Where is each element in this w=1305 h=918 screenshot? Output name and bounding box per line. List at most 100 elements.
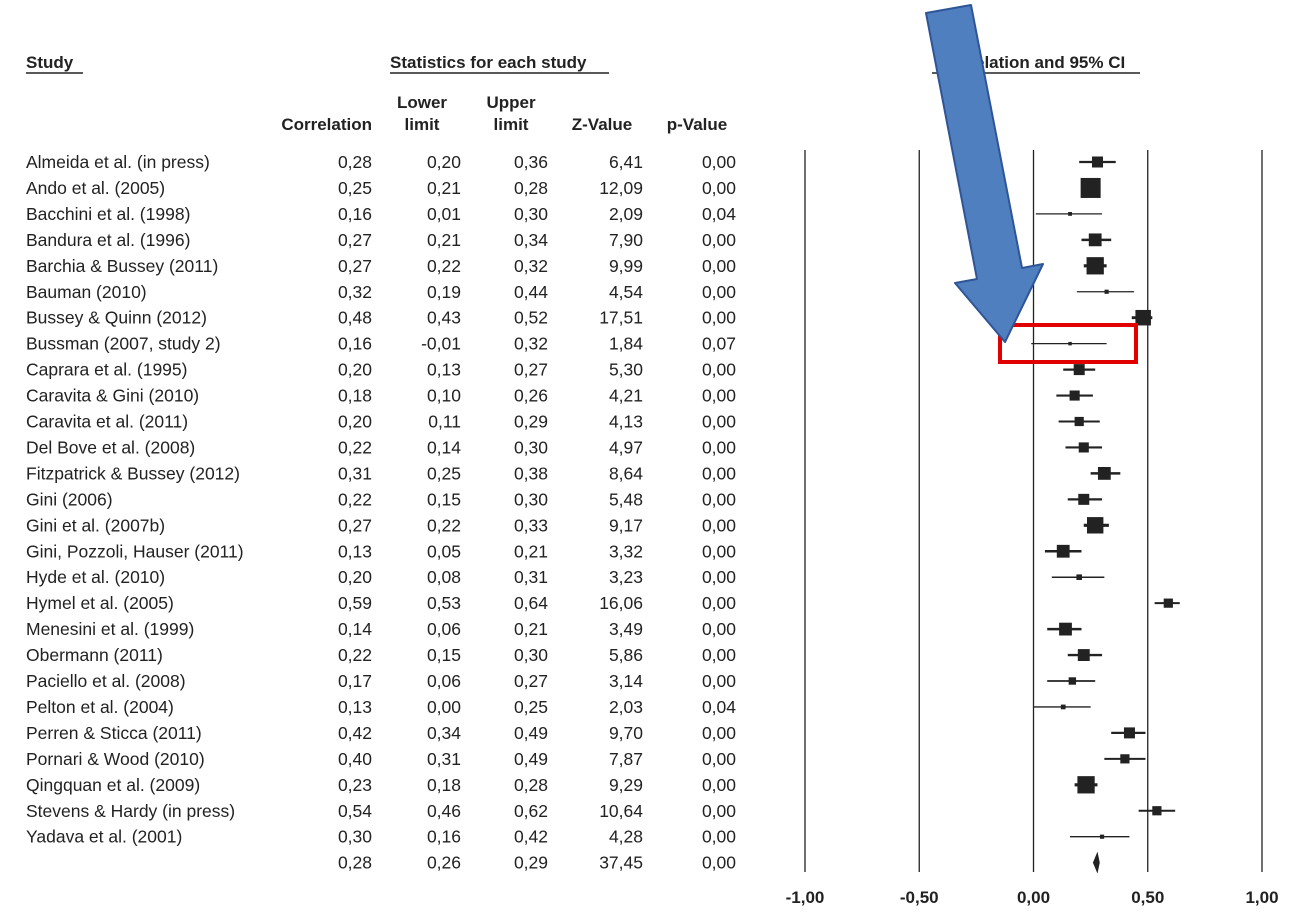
lower-limit-value: 0,00	[427, 697, 461, 717]
p-value: 0,07	[702, 334, 736, 354]
p-value: 0,00	[702, 775, 736, 795]
summary-upper-limit: 0,29	[514, 853, 548, 873]
study-name: Barchia & Bussey (2011)	[26, 256, 218, 276]
header-plot-group: elation and 95% CI	[975, 53, 1125, 72]
table-row: Gini et al. (2007b) 0,27 0,22 0,33 9,17 0,00	[26, 515, 736, 535]
summary-p-value: 0,00	[702, 853, 736, 873]
z-value: 3,23	[609, 567, 643, 587]
study-name: Caravita et al. (2011)	[26, 412, 188, 432]
table-row: Gini (2006) 0,22 0,15 0,30 5,48 0,00	[26, 489, 736, 509]
point-estimate-marker	[1077, 776, 1095, 794]
p-value: 0,00	[702, 386, 736, 406]
study-name: Stevens & Hardy (in press)	[26, 801, 235, 821]
z-value: 4,21	[609, 386, 643, 406]
correlation-value: 0,22	[338, 489, 372, 509]
table-row: Bussman (2007, study 2) 0,16 -0,01 0,32 1,84…	[26, 334, 736, 354]
summary-lower-limit: 0,26	[427, 853, 461, 873]
table-row: Stevens & Hardy (in press) 0,54 0,46 0,62 10…	[26, 801, 736, 821]
upper-limit-value: 0,49	[514, 749, 548, 769]
header-lower-line2: limit	[405, 115, 440, 134]
p-value: 0,04	[702, 697, 736, 717]
study-name: Caprara et al. (1995)	[26, 360, 187, 380]
lower-limit-value: 0,18	[427, 775, 461, 795]
x-tick-label: -1,00	[786, 888, 825, 907]
correlation-value: 0,32	[338, 282, 372, 302]
table-row: Bussey & Quinn (2012) 0,48 0,43 0,52 17,51 0,…	[26, 308, 736, 328]
point-estimate-marker	[1068, 341, 1072, 346]
upper-limit-value: 0,30	[514, 204, 548, 224]
correlation-value: 0,22	[338, 645, 372, 665]
upper-limit-value: 0,33	[514, 515, 548, 535]
summary-z-value: 37,45	[599, 853, 643, 873]
p-value: 0,00	[702, 749, 736, 769]
lower-limit-value: 0,22	[427, 256, 461, 276]
table-row: Del Bove et al. (2008) 0,22 0,14 0,30 4,97 0,…	[26, 437, 736, 457]
z-value: 16,06	[599, 593, 643, 613]
upper-limit-value: 0,36	[514, 152, 548, 172]
lower-limit-value: 0,06	[427, 619, 461, 639]
z-value: 9,70	[609, 723, 643, 743]
study-name: Qingquan et al. (2009)	[26, 775, 200, 795]
annotation-arrow-icon	[925, 4, 1044, 343]
p-value: 0,00	[702, 437, 736, 457]
upper-limit-value: 0,34	[514, 230, 548, 250]
study-name: Almeida et al. (in press)	[26, 152, 210, 172]
correlation-value: 0,17	[338, 671, 372, 691]
table-row: Pelton et al. (2004) 0,13 0,00 0,25 2,03 0,04	[26, 697, 736, 717]
z-value: 7,87	[609, 749, 643, 769]
study-name: Caravita & Gini (2010)	[26, 386, 199, 406]
p-value: 0,00	[702, 723, 736, 743]
study-name: Menesini et al. (1999)	[26, 619, 194, 639]
z-value: 9,99	[609, 256, 643, 276]
correlation-value: 0,25	[338, 178, 372, 198]
table-row: Barchia & Bussey (2011) 0,27 0,22 0,32 9,99 0…	[26, 256, 736, 276]
upper-limit-value: 0,27	[514, 671, 548, 691]
x-tick-label: 0,00	[1017, 888, 1050, 907]
lower-limit-value: 0,19	[427, 282, 461, 302]
point-estimate-marker	[1077, 649, 1090, 661]
summary-row: 0,28 0,26 0,29 37,45 0,00	[338, 853, 736, 873]
study-name: Ando et al. (2005)	[26, 178, 165, 198]
header-pvalue: p-Value	[667, 115, 727, 134]
upper-limit-value: 0,52	[514, 308, 548, 328]
z-value: 3,14	[609, 671, 643, 691]
lower-limit-value: 0,53	[427, 593, 461, 613]
table-row: Caprara et al. (1995) 0,20 0,13 0,27 5,30 0,0…	[26, 360, 736, 380]
p-value: 0,00	[702, 593, 736, 613]
correlation-value: 0,13	[338, 541, 372, 561]
table-row: Caravita & Gini (2010) 0,18 0,10 0,26 4,21 0,…	[26, 386, 736, 406]
lower-limit-value: -0,01	[421, 334, 461, 354]
lower-limit-value: 0,13	[427, 360, 461, 380]
correlation-value: 0,20	[338, 412, 372, 432]
study-name: Bussey & Quinn (2012)	[26, 308, 207, 328]
upper-limit-value: 0,49	[514, 723, 548, 743]
header-statistics-group: Statistics for each study	[390, 53, 587, 72]
correlation-value: 0,54	[338, 801, 372, 821]
upper-limit-value: 0,64	[514, 593, 548, 613]
summary-diamond	[1092, 851, 1100, 874]
point-estimate-marker	[1091, 156, 1103, 168]
study-name: Hyde et al. (2010)	[26, 567, 165, 587]
point-estimate-marker	[1069, 390, 1080, 401]
study-name: Gini et al. (2007b)	[26, 515, 165, 535]
p-value: 0,00	[702, 541, 736, 561]
p-value: 0,00	[702, 515, 736, 535]
z-value: 4,28	[609, 827, 643, 847]
point-estimate-marker	[1080, 177, 1101, 198]
point-estimate-marker	[1152, 806, 1162, 816]
correlation-value: 0,14	[338, 619, 372, 639]
point-estimate-marker	[1068, 677, 1077, 685]
study-name: Gini (2006)	[26, 489, 113, 509]
table-row: Ando et al. (2005) 0,25 0,21 0,28 12,09 0,00	[26, 178, 736, 198]
p-value: 0,00	[702, 671, 736, 691]
upper-limit-value: 0,32	[514, 334, 548, 354]
table-row: Pornari & Wood (2010) 0,40 0,31 0,49 7,87 0,0…	[26, 749, 736, 769]
correlation-value: 0,40	[338, 749, 372, 769]
table-row: Caravita et al. (2011) 0,20 0,11 0,29 4,13 0,…	[26, 412, 736, 432]
z-value: 6,41	[609, 152, 643, 172]
correlation-value: 0,27	[338, 515, 372, 535]
p-value: 0,00	[702, 619, 736, 639]
p-value: 0,00	[702, 463, 736, 483]
upper-limit-value: 0,29	[514, 412, 548, 432]
